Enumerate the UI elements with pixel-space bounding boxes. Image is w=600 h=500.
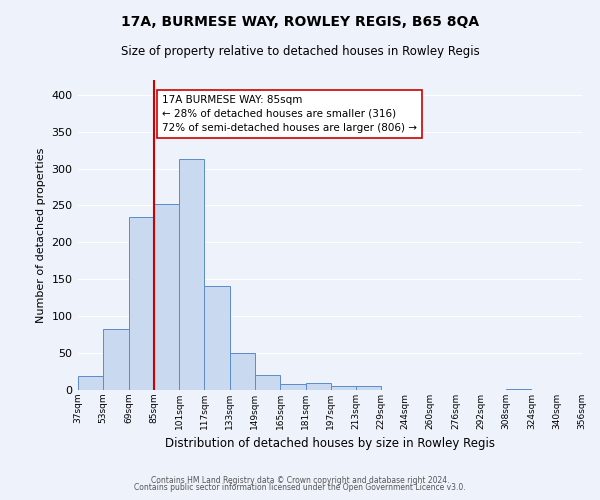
Bar xyxy=(255,375,280,390)
Text: 17A BURMESE WAY: 85sqm
← 28% of detached houses are smaller (316)
72% of semi-de: 17A BURMESE WAY: 85sqm ← 28% of detached… xyxy=(162,95,417,133)
Text: Contains public sector information licensed under the Open Government Licence v3: Contains public sector information licen… xyxy=(134,484,466,492)
Bar xyxy=(128,216,154,390)
Bar xyxy=(356,386,382,390)
Text: Size of property relative to detached houses in Rowley Regis: Size of property relative to detached ho… xyxy=(121,45,479,58)
Bar xyxy=(154,204,179,390)
X-axis label: Distribution of detached houses by size in Rowley Regis: Distribution of detached houses by size … xyxy=(165,438,495,450)
Bar xyxy=(506,388,532,390)
Bar xyxy=(331,386,356,390)
Bar xyxy=(205,286,230,390)
Bar xyxy=(305,382,331,390)
Y-axis label: Number of detached properties: Number of detached properties xyxy=(36,148,46,322)
Bar xyxy=(78,376,103,390)
Text: Contains HM Land Registry data © Crown copyright and database right 2024.: Contains HM Land Registry data © Crown c… xyxy=(151,476,449,485)
Bar xyxy=(230,353,255,390)
Bar xyxy=(103,328,128,390)
Bar xyxy=(179,159,205,390)
Bar xyxy=(280,384,305,390)
Text: 17A, BURMESE WAY, ROWLEY REGIS, B65 8QA: 17A, BURMESE WAY, ROWLEY REGIS, B65 8QA xyxy=(121,15,479,29)
